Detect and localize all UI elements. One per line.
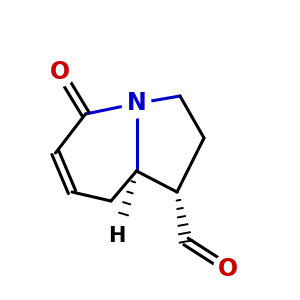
Text: O: O xyxy=(50,60,70,84)
Circle shape xyxy=(214,254,242,283)
Text: O: O xyxy=(218,256,238,280)
Circle shape xyxy=(122,89,151,118)
Text: H: H xyxy=(108,226,126,245)
Circle shape xyxy=(46,58,74,86)
Circle shape xyxy=(103,221,131,250)
Text: N: N xyxy=(127,92,146,116)
